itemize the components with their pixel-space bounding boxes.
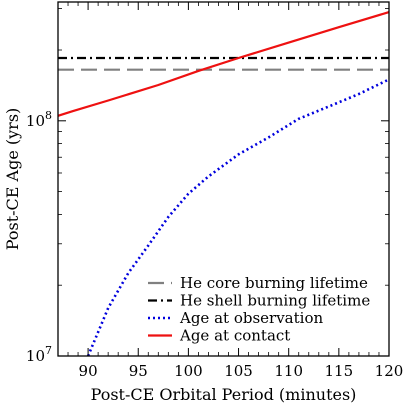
legend-label-0: He core burning lifetime	[180, 274, 368, 292]
y-axis-label: Post-CE Age (yrs)	[3, 108, 22, 251]
x-tick-label: 105	[224, 362, 253, 380]
series-line-3	[58, 11, 389, 117]
x-tick-label: 100	[174, 362, 203, 380]
x-tick-label: 90	[79, 362, 98, 380]
plot-frame	[57, 1, 390, 357]
x-tick-label: 120	[375, 362, 404, 380]
x-tick-label: 95	[129, 362, 148, 380]
legend-label-3: Age at contact	[179, 327, 290, 345]
tick-label-layer: 90 95 100 105 110 115 120 107 108	[26, 109, 403, 380]
legend-label-1: He shell burning lifetime	[180, 292, 370, 310]
x-axis-label: Post-CE Orbital Period (minutes)	[91, 385, 357, 404]
x-tick-label: 115	[325, 362, 354, 380]
legend-label-2: Age at observation	[179, 309, 323, 327]
y-tick-label: 108	[26, 109, 52, 130]
y-tick-label: 107	[26, 344, 52, 365]
x-tick-label: 110	[274, 362, 303, 380]
axes-layer	[57, 1, 390, 357]
series-layer	[58, 11, 389, 356]
